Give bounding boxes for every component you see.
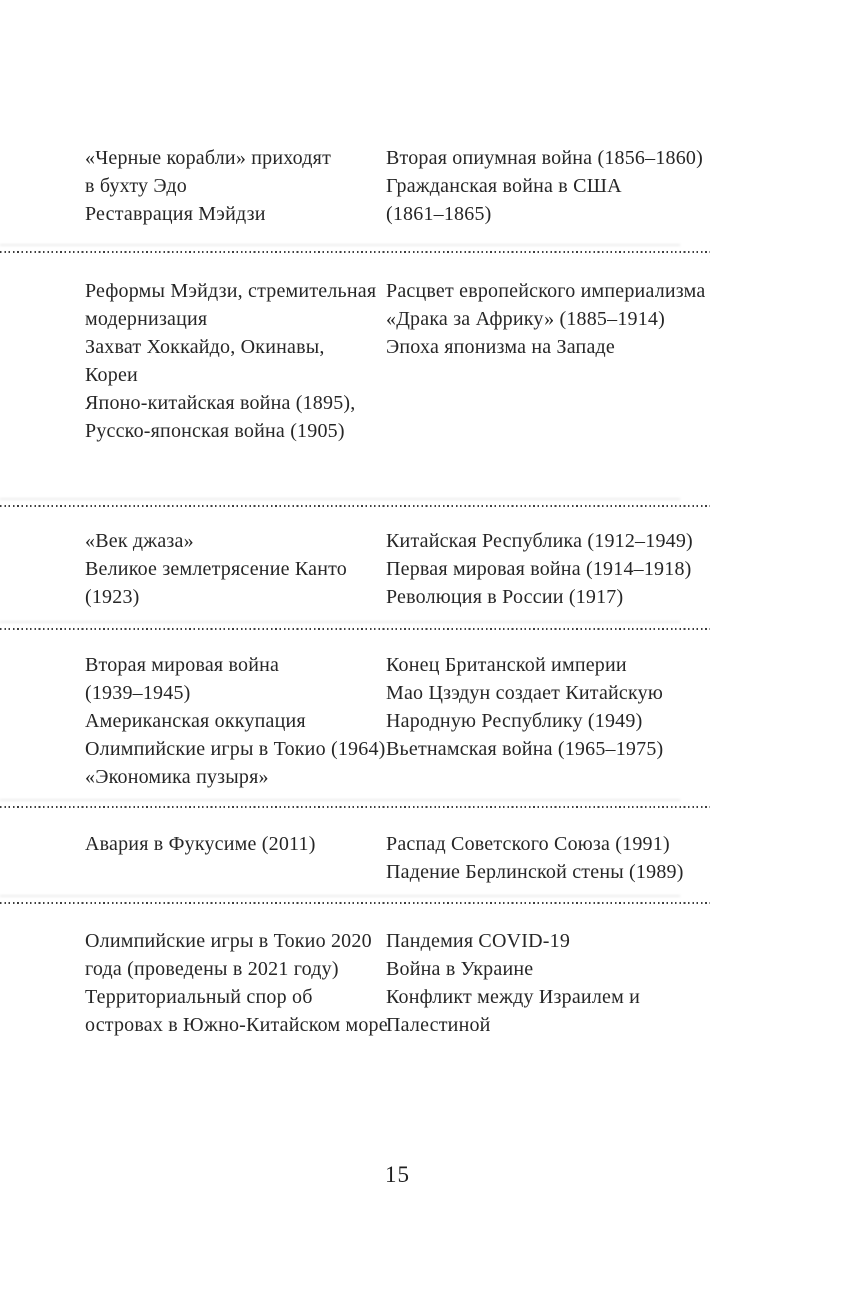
- dotted-separator: [0, 504, 710, 507]
- page-number: 15: [385, 1162, 410, 1187]
- dotted-separator: [0, 627, 710, 630]
- timeline-cell-japan: Реформы Мэйдзи, стремительная модернизац…: [85, 280, 377, 442]
- timeline-cell-world: Пандемия COVID-19 Война в Украине Конфли…: [386, 930, 641, 1036]
- timeline-cell-japan: Олимпийские игры в Токио 2020 года (пров…: [85, 930, 388, 1036]
- timeline-cell-japan: Авария в Фукусиме (2011): [85, 833, 316, 855]
- dotted-separator: [0, 901, 710, 904]
- timeline-cell-world: Расцвет европейского империализма «Драка…: [386, 280, 706, 358]
- dotted-separator: [0, 805, 710, 808]
- timeline-cell-japan: «Век джаза» Великое землетрясение Канто …: [85, 530, 348, 608]
- timeline-cell-world: Вторая опиумная война (1856–1860) Гражда…: [386, 147, 703, 225]
- timeline-cell-world: Китайская Республика (1912–1949) Первая …: [386, 530, 693, 608]
- timeline-cell-world: Распад Советского Союза (1991) Падение Б…: [386, 833, 684, 883]
- timeline-cell-world: Конец Британской империи Мао Цзэдун созд…: [386, 654, 664, 760]
- timeline-cell-japan: «Черные корабли» приходят в бухту Эдо Ре…: [85, 147, 332, 225]
- dotted-separator: [0, 250, 710, 253]
- timeline-cell-japan: Вторая мировая война (1939–1945) Америка…: [85, 654, 386, 788]
